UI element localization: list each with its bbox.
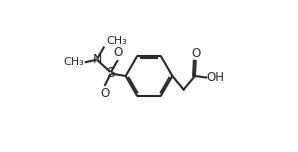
Text: O: O xyxy=(191,47,200,60)
Text: OH: OH xyxy=(207,71,224,84)
Text: CH₃: CH₃ xyxy=(106,36,127,46)
Text: O: O xyxy=(114,46,123,59)
Text: O: O xyxy=(100,87,109,100)
Text: N: N xyxy=(92,53,102,66)
Text: CH₃: CH₃ xyxy=(63,57,84,67)
Text: S: S xyxy=(106,66,115,80)
